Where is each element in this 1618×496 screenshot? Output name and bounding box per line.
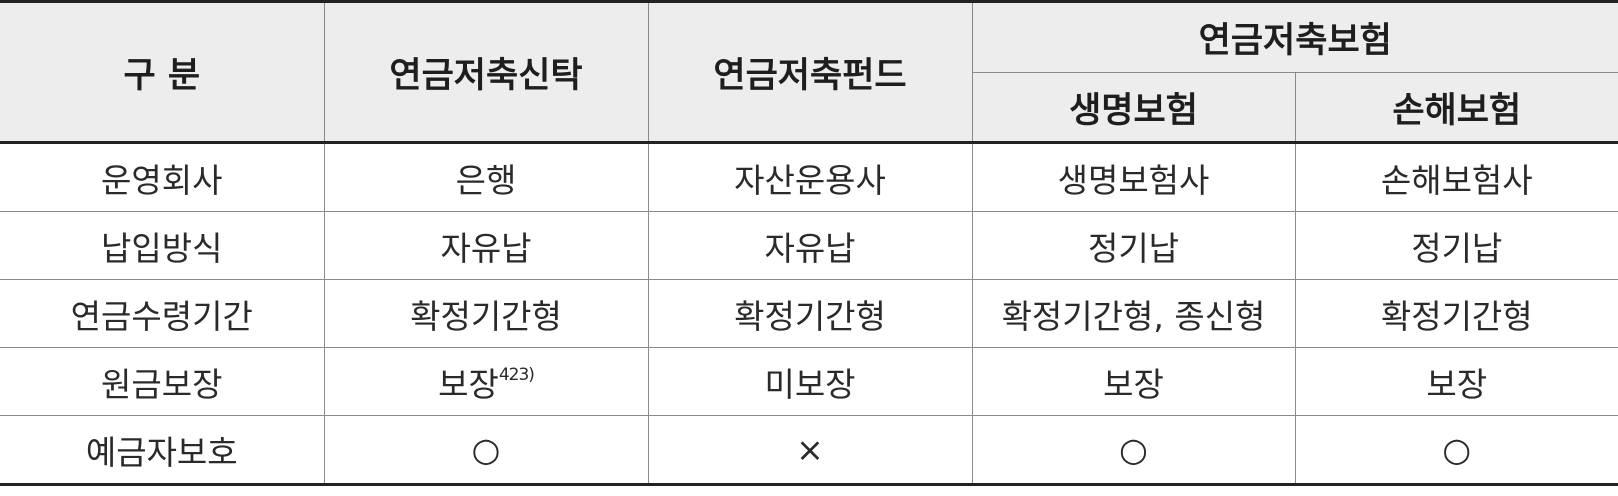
table-row: 연금수령기간 확정기간형 확정기간형 확정기간형, 종신형 확정기간형 — [0, 279, 1618, 348]
cell-nonlife: 확정기간형 — [1295, 279, 1618, 348]
cell-fund: × — [648, 415, 973, 486]
cell-trust: ○ — [324, 415, 649, 486]
row-label: 납입방식 — [0, 211, 325, 280]
pension-savings-comparison-table: 구 분 연금저축신탁 연금저축펀드 연금저축보험 생명보험 손해보험 운영회사 … — [0, 0, 1618, 486]
table-header: 구 분 연금저축신탁 연금저축펀드 연금저축보험 생명보험 손해보험 — [0, 0, 1618, 144]
cell-life: 확정기간형, 종신형 — [972, 279, 1296, 348]
row-label: 예금자보호 — [0, 415, 325, 486]
row-label: 연금수령기간 — [0, 279, 325, 348]
table-row: 원금보장 보장423) 미보장 보장 보장 — [0, 347, 1618, 416]
cell-life: 정기납 — [972, 211, 1296, 280]
header-pension-insurance: 연금저축보험 — [972, 0, 1618, 73]
table-body: 운영회사 은행 자산운용사 생명보험사 손해보험사 납입방식 자유납 자유납 정… — [0, 142, 1618, 486]
cell-trust: 확정기간형 — [324, 279, 649, 348]
table-row: 납입방식 자유납 자유납 정기납 정기납 — [0, 211, 1618, 280]
cell-nonlife: 보장 — [1295, 347, 1618, 416]
row-label: 원금보장 — [0, 347, 325, 416]
cell-life: ○ — [972, 415, 1296, 486]
cell-nonlife: 정기납 — [1295, 211, 1618, 280]
footnote-ref: 423) — [498, 364, 535, 385]
row-label: 운영회사 — [0, 142, 325, 212]
cell-nonlife: 손해보험사 — [1295, 142, 1618, 212]
header-row-2: 생명보험 손해보험 — [0, 72, 1618, 144]
header-nonlife-insurance: 손해보험 — [1295, 72, 1618, 144]
cell-fund: 미보장 — [648, 347, 973, 416]
cell-trust: 보장423) — [324, 347, 649, 416]
cell-nonlife: ○ — [1295, 415, 1618, 486]
cell-life: 생명보험사 — [972, 142, 1296, 212]
cell-fund: 자유납 — [648, 211, 973, 280]
header-category: 구 분 — [0, 0, 325, 144]
header-life-insurance: 생명보험 — [972, 72, 1296, 144]
header-pension-fund: 연금저축펀드 — [648, 0, 973, 144]
cell-fund: 자산운용사 — [648, 142, 973, 212]
cell-trust: 자유납 — [324, 211, 649, 280]
cell-trust-text: 보장 — [438, 364, 499, 404]
cell-fund: 확정기간형 — [648, 279, 973, 348]
cell-trust: 은행 — [324, 142, 649, 212]
header-pension-trust: 연금저축신탁 — [324, 0, 649, 144]
cell-life: 보장 — [972, 347, 1296, 416]
table-row: 운영회사 은행 자산운용사 생명보험사 손해보험사 — [0, 142, 1618, 212]
table-row: 예금자보호 ○ × ○ ○ — [0, 415, 1618, 486]
header-row-1: 구 분 연금저축신탁 연금저축펀드 연금저축보험 — [0, 0, 1618, 144]
